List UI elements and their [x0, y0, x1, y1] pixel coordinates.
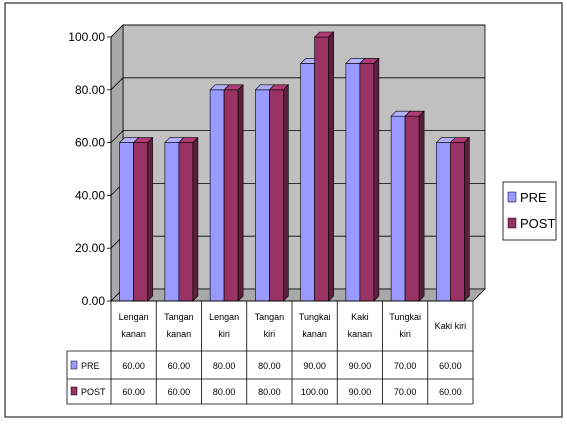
bar-post — [223, 89, 239, 302]
bar-side-post — [464, 136, 470, 302]
y-tick-label: 100.00 — [68, 30, 105, 44]
bar-pre — [390, 115, 406, 302]
table-value-pre: 80.00 — [213, 361, 236, 371]
category-label: kanan — [302, 329, 327, 339]
bar-pre — [209, 89, 225, 302]
table-value-post: 60.00 — [122, 387, 145, 397]
legend-box — [502, 181, 557, 241]
bar-side-post — [418, 110, 425, 302]
table-series-label: PRE — [81, 361, 100, 371]
table-value-pre: 90.00 — [349, 361, 372, 371]
bar-post — [269, 89, 284, 302]
bar-side-post — [237, 84, 244, 302]
table-value-post: 90.00 — [349, 387, 372, 397]
bar-post — [450, 142, 465, 302]
bar-pre — [300, 63, 315, 302]
bar-pre — [119, 142, 134, 302]
bar-post — [359, 63, 375, 302]
category-label: kanan — [167, 329, 192, 339]
category-label: kanan — [121, 329, 146, 339]
legend-label-post: POST — [520, 216, 555, 231]
y-axis: 0.00 20.00 40.00 60.00 80.00 100.00 — [68, 30, 112, 308]
category-label: kanan — [348, 329, 373, 339]
table-value-post: 70.00 — [394, 387, 417, 397]
category-label: Lengan — [119, 312, 149, 322]
category-label: kiri — [264, 329, 276, 339]
table-value-pre: 60.00 — [168, 361, 191, 371]
category-label: Kaki kiri — [435, 321, 467, 331]
table-value-post: 80.00 — [258, 387, 281, 397]
gridline-side — [110, 24, 124, 38]
y-tick-label: 20.00 — [75, 241, 105, 255]
table-value-post: 60.00 — [439, 387, 462, 397]
bar-post — [133, 142, 148, 302]
bar-pre — [255, 89, 270, 302]
table-value-post: 60.00 — [168, 387, 191, 397]
bar-pre — [164, 142, 180, 302]
legend: PRE POST — [502, 181, 557, 241]
bar-side-post — [147, 136, 153, 302]
data-table: Lengan kanan 60.00 60.00 Tangan kanan 60.00 60.… — [66, 300, 474, 405]
bar-pre — [436, 142, 451, 302]
bar-side-post — [373, 57, 380, 302]
bars — [118, 31, 471, 302]
category-label: kiri — [399, 329, 411, 339]
legend-swatch-post — [507, 217, 517, 229]
table-value-pre: 60.00 — [122, 361, 145, 371]
table-value-pre: 60.00 — [439, 361, 462, 371]
bar-side-post — [328, 31, 334, 302]
table-value-pre: 80.00 — [258, 361, 281, 371]
bar-side-post — [192, 136, 199, 302]
category-label: Tungkai — [299, 312, 331, 322]
category-label: Tangan — [255, 312, 285, 322]
gridline-side — [110, 130, 124, 143]
table-series-label: POST — [81, 387, 106, 397]
category-label: Lengan — [209, 312, 239, 322]
legend-swatch-pre — [507, 191, 517, 203]
table-value-pre: 90.00 — [303, 361, 326, 371]
category-label: Tungkai — [389, 312, 421, 322]
category-label: kiri — [218, 329, 230, 339]
y-tick-label: 60.00 — [75, 136, 105, 150]
table-key-post — [70, 386, 78, 396]
bar-post — [314, 36, 329, 302]
bar-post — [404, 115, 420, 302]
legend-label-pre: PRE — [520, 190, 547, 205]
gridline-side — [110, 77, 124, 91]
table-value-post: 80.00 — [213, 387, 236, 397]
y-tick-label: 0.00 — [82, 294, 106, 308]
table-value-post: 100.00 — [301, 387, 329, 397]
table-key-pre — [70, 360, 78, 370]
category-label: Kaki — [351, 312, 369, 322]
bar-post — [178, 142, 194, 302]
table-value-pre: 70.00 — [394, 361, 417, 371]
y-tick-label: 40.00 — [75, 188, 105, 202]
bar-pre — [345, 63, 361, 302]
category-label: Tangan — [164, 312, 194, 322]
y-tick-label: 80.00 — [75, 83, 105, 97]
bar-side-post — [283, 84, 289, 302]
